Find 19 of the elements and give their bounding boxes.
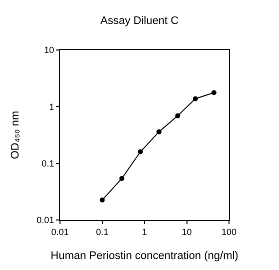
x-axis-title: Human Periostin concentration (ng/ml) bbox=[50, 250, 238, 262]
x-tick-label: 1 bbox=[142, 226, 148, 237]
y-axis-title: OD₄₅₀ nm bbox=[9, 110, 22, 160]
x-tick-label: 10 bbox=[182, 226, 192, 237]
point bbox=[156, 129, 162, 134]
point bbox=[100, 198, 105, 203]
point bbox=[119, 176, 124, 181]
point bbox=[175, 113, 180, 118]
x-tick-label: 0.1 bbox=[96, 226, 109, 237]
y-tick-label: 0.01 bbox=[36, 215, 54, 226]
point bbox=[211, 90, 216, 96]
point bbox=[138, 149, 143, 154]
y-tick-label: 1 bbox=[49, 102, 54, 112]
y-tick-label: 0.1 bbox=[42, 158, 54, 168]
chart-title: Assay Diluent C bbox=[100, 14, 179, 27]
x-tick-label: 100 bbox=[221, 226, 237, 237]
x-tick-label: 0.01 bbox=[51, 226, 69, 237]
point bbox=[192, 96, 198, 102]
y-tick-label: 10 bbox=[44, 45, 54, 56]
